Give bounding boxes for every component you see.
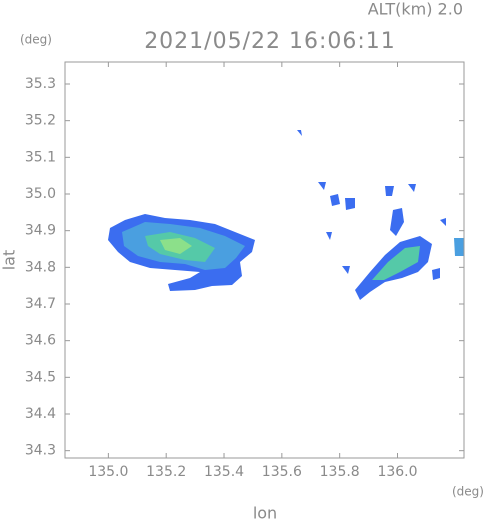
y-tick-label: 34.7 <box>25 296 56 312</box>
y-tick-label: 34.5 <box>25 369 56 385</box>
y-tick-label: 35.2 <box>25 113 56 129</box>
y-tick-label: 35.1 <box>25 149 56 165</box>
y-tick-label: 34.6 <box>25 333 56 349</box>
x-tick-label: 135.6 <box>262 464 302 480</box>
y-axis-label: lat <box>0 250 19 271</box>
x-tick-label: 135.0 <box>88 464 128 480</box>
x-unit: (deg) <box>452 485 484 499</box>
y-tick-label: 34.3 <box>25 443 56 459</box>
y-tick-label: 34.9 <box>25 223 56 239</box>
y-unit: (deg) <box>20 33 52 47</box>
x-axis-label: lon <box>253 504 277 521</box>
echo-region <box>454 238 464 256</box>
echo-region <box>372 246 420 280</box>
timestamp: 2021/05/22 16:06:11 <box>144 29 396 54</box>
map-frame <box>64 61 465 459</box>
y-tick-label: 35.0 <box>25 186 56 202</box>
x-tick-label: 135.8 <box>320 464 360 480</box>
altitude: ALT(km) 2.0 <box>368 0 463 19</box>
x-tick-label: 135.4 <box>204 464 244 480</box>
echo-region <box>390 208 404 236</box>
echo-region <box>160 238 192 254</box>
x-tick-label: 136.0 <box>377 464 417 480</box>
y-tick-label: 34.8 <box>25 259 56 275</box>
y-tick-label: 35.3 <box>25 76 56 92</box>
precipitation-echoes <box>108 130 464 300</box>
x-tick-label: 135.2 <box>146 464 186 480</box>
y-tick-label: 34.4 <box>25 406 56 422</box>
